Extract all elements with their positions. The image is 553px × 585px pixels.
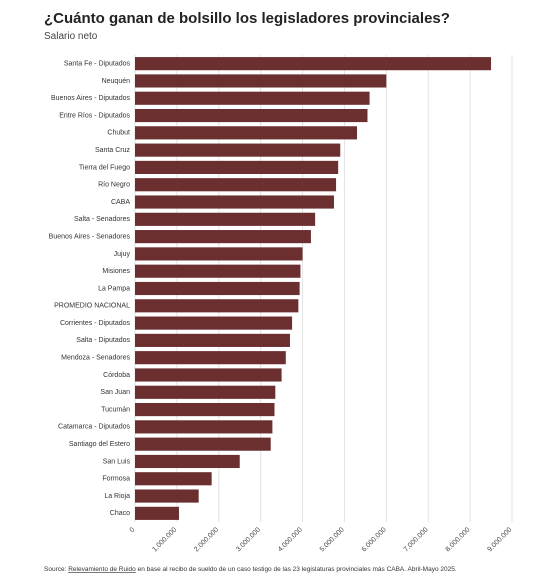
y-tick-label: Tucumán bbox=[101, 406, 130, 413]
bar bbox=[135, 333, 290, 347]
y-tick-label: Buenos Aires - Senadores bbox=[49, 233, 131, 240]
x-tick-label: 4.000.000 bbox=[277, 526, 304, 553]
y-tick-label: Río Negro bbox=[98, 182, 130, 189]
bar bbox=[135, 108, 368, 123]
bar bbox=[135, 91, 370, 105]
y-tick-label: Corrientes - Diputados bbox=[60, 320, 131, 327]
y-tick-label: La Pampa bbox=[98, 285, 130, 292]
x-tick-label: 6.000.000 bbox=[361, 526, 388, 553]
y-tick-label: Tierra del Fuego bbox=[79, 164, 130, 171]
y-tick-label: Jujuy bbox=[114, 251, 131, 258]
bar bbox=[135, 230, 311, 244]
chart-subtitle: Salario neto bbox=[44, 31, 98, 42]
bar bbox=[135, 160, 339, 174]
x-tick-label: 0 bbox=[129, 526, 137, 534]
bar bbox=[135, 212, 316, 226]
y-tick-label: Chaco bbox=[110, 510, 130, 517]
y-tick-label: Entre Ríos - Diputados bbox=[59, 112, 130, 119]
y-tick-label: Neuquén bbox=[102, 78, 131, 85]
bar bbox=[135, 351, 286, 365]
y-tick-label: Córdoba bbox=[103, 372, 130, 379]
y-tick-label: Santa Fe - Diputados bbox=[64, 60, 131, 67]
y-tick-label: Formosa bbox=[102, 476, 130, 483]
x-tick-label: 3.000.000 bbox=[235, 526, 262, 553]
bar bbox=[135, 57, 492, 71]
source-label: Source: bbox=[44, 566, 67, 573]
bar bbox=[135, 299, 299, 313]
x-tick-label: 8.000.000 bbox=[445, 526, 472, 553]
y-tick-label: CABA bbox=[111, 199, 130, 206]
bar bbox=[135, 420, 273, 434]
y-tick-label: Catamarca - Diputados bbox=[58, 424, 130, 431]
bar bbox=[135, 264, 301, 278]
bar bbox=[135, 385, 276, 399]
bar bbox=[135, 506, 179, 520]
x-tick-label: 9.000.000 bbox=[486, 526, 513, 553]
bar bbox=[135, 281, 300, 296]
y-tick-label: Chubut bbox=[107, 130, 130, 137]
source: Source: Relevamiento de Ruido en base al… bbox=[44, 566, 457, 573]
bar bbox=[135, 126, 358, 140]
bar bbox=[135, 454, 240, 469]
bar bbox=[135, 143, 341, 157]
bar bbox=[135, 437, 271, 451]
source-text: en base al recibo de sueldo de un caso t… bbox=[138, 566, 457, 573]
bar bbox=[135, 316, 293, 330]
bar bbox=[135, 403, 275, 417]
y-tick-label: San Luis bbox=[103, 458, 131, 465]
chart-title: ¿Cuánto ganan de bolsillo los legislador… bbox=[44, 10, 450, 27]
bar bbox=[135, 489, 199, 503]
bar bbox=[135, 247, 303, 261]
y-tick-label: Mendoza - Senadores bbox=[61, 355, 130, 362]
x-tick-label: 1.000.000 bbox=[151, 526, 178, 553]
bar bbox=[135, 472, 212, 486]
y-tick-label: PROMEDIO NACIONAL bbox=[54, 303, 130, 310]
y-tick-label: Buenos Aires - Diputados bbox=[51, 95, 130, 102]
y-tick-label: Salta - Senadores bbox=[74, 216, 131, 223]
x-tick-label: 2.000.000 bbox=[193, 526, 220, 553]
bar bbox=[135, 74, 387, 88]
bar bbox=[135, 195, 334, 209]
y-tick-label: Santa Cruz bbox=[95, 147, 131, 154]
y-tick-label: Salta - Diputados bbox=[76, 337, 130, 344]
y-tick-label: Misiones bbox=[102, 268, 130, 275]
x-tick-label: 7.000.000 bbox=[403, 526, 430, 553]
y-tick-label: San Juan bbox=[100, 389, 130, 396]
x-tick-label: 5.000.000 bbox=[319, 526, 346, 553]
y-tick-label: Santiago del Estero bbox=[69, 441, 130, 448]
y-tick-label: La Rioja bbox=[104, 493, 130, 500]
bar bbox=[135, 368, 282, 382]
bar bbox=[135, 178, 337, 192]
plot: 0 1.000.000 2.000.000 3.000.000 4.000.000 5.0… bbox=[49, 55, 513, 553]
source-link[interactable]: Relevamiento de Ruido bbox=[68, 566, 136, 573]
